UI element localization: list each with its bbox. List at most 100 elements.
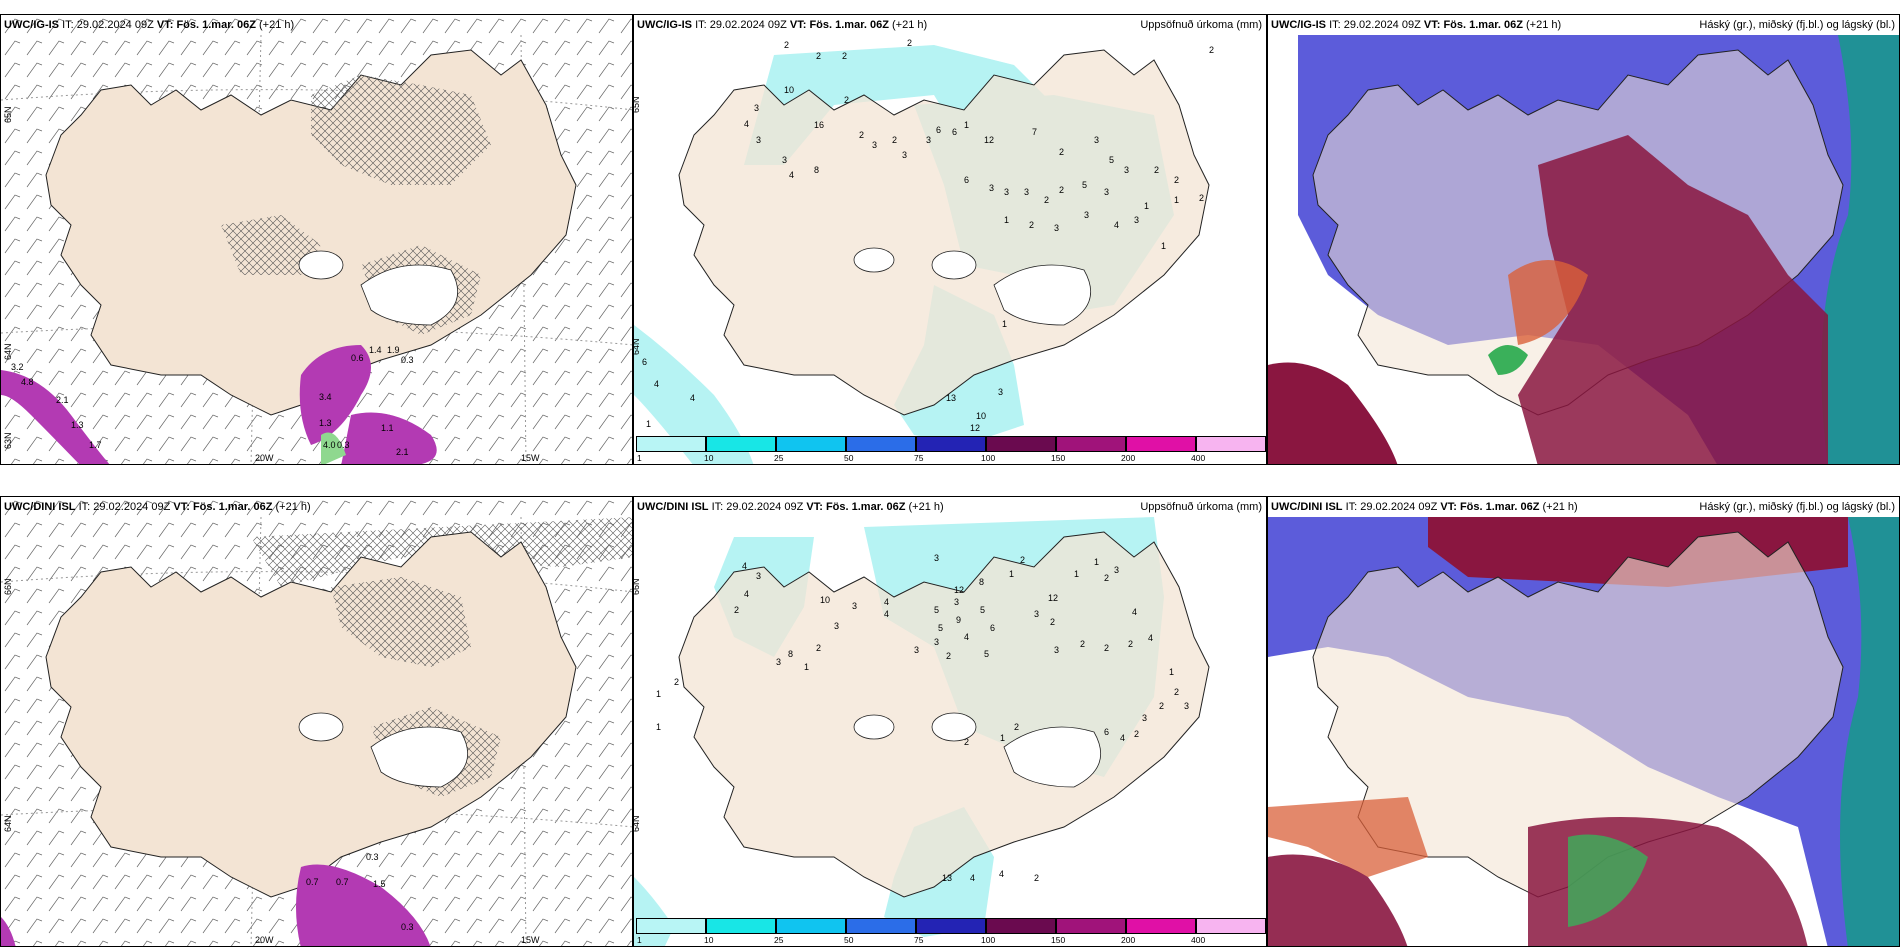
value-label: 5 — [1082, 180, 1088, 190]
value-label: 3 — [1184, 701, 1190, 711]
panel-title: UWC/DINI ISL IT: 29.02.2024 09Z VT: Fös.… — [4, 501, 311, 513]
colorbar-label: 400 — [1191, 453, 1206, 463]
value-label: 3 — [1054, 645, 1060, 655]
value-label: 1 — [1094, 557, 1100, 567]
value-label: 16 — [814, 120, 825, 130]
value-label: 12 — [970, 423, 981, 433]
value-label: 1 — [1144, 201, 1150, 211]
precip-purple — [299, 345, 371, 445]
value-label: 6 — [1104, 727, 1110, 737]
colorbar-label: 100 — [981, 453, 996, 463]
value-label: 4.0 — [323, 440, 336, 450]
value-label: 3 — [1114, 565, 1120, 575]
value-label: 4 — [789, 170, 795, 180]
value-label: 0.7 — [336, 877, 349, 887]
value-label: 1 — [1002, 319, 1008, 329]
value-label: 1 — [1161, 241, 1167, 251]
panel-row1-cloud: UWC/IG-IS IT: 29.02.2024 09Z VT: Fös. 1.… — [1267, 14, 1900, 465]
colorbar-label: 75 — [914, 453, 924, 463]
value-label: 2 — [1050, 617, 1056, 627]
value-label: 3 — [776, 657, 782, 667]
value-label: 1 — [1000, 733, 1006, 743]
lat-label: 65N — [633, 96, 641, 113]
value-label: 4 — [744, 119, 750, 129]
value-label: 1 — [1074, 569, 1080, 579]
lat-label: 63N — [3, 432, 13, 449]
colorbar-swatch — [1056, 918, 1126, 934]
value-label: 1.5 — [373, 879, 386, 889]
value-label: 7 — [1032, 127, 1038, 137]
value-label: 2 — [1128, 639, 1134, 649]
value-label: 1.9 — [387, 345, 400, 355]
value-label: 0.7 — [306, 877, 319, 887]
value-label: 2 — [784, 40, 790, 50]
value-label: 2 — [1154, 165, 1160, 175]
colorbar-label: 25 — [774, 453, 784, 463]
lat-label: 66N — [633, 578, 641, 595]
value-label: 5 — [938, 623, 944, 633]
value-label: 3 — [1054, 223, 1060, 233]
value-label: 1 — [964, 120, 970, 130]
colorbar-label: 150 — [1051, 453, 1066, 463]
value-label: 2 — [816, 643, 822, 653]
value-label: 4 — [999, 869, 1005, 879]
lon-label: 20W — [255, 935, 274, 945]
lat-label: 64N — [633, 815, 641, 832]
value-label: 1.3 — [319, 418, 332, 428]
value-label: 2 — [1014, 722, 1020, 732]
value-label: 2 — [1134, 729, 1140, 739]
value-label: 4 — [690, 393, 696, 403]
lat-label: 65N — [3, 106, 13, 123]
value-label: 4 — [964, 632, 970, 642]
iceland-land — [678, 49, 1210, 416]
value-label: 2 — [859, 130, 865, 140]
value-label: 0.3 — [401, 355, 414, 365]
value-label: 3 — [1034, 609, 1040, 619]
panel-title: UWC/DINI ISL IT: 29.02.2024 09Z VT: Fös.… — [1271, 501, 1578, 513]
colorbar-swatch — [1126, 436, 1196, 452]
panel-title: UWC/IG-IS IT: 29.02.2024 09Z VT: Fös. 1.… — [1271, 19, 1562, 31]
value-label: 12 — [954, 585, 965, 595]
colorbar-label: 50 — [844, 935, 854, 945]
value-label: 1 — [1009, 569, 1015, 579]
value-label: 3 — [756, 571, 762, 581]
value-label: 9 — [956, 615, 962, 625]
value-label: 3 — [934, 637, 940, 647]
value-label: 3 — [1134, 215, 1140, 225]
panel-row2-wind: UWC/DINI ISL IT: 29.02.2024 09Z VT: Fös.… — [0, 496, 633, 947]
value-label: 0.3 — [337, 440, 350, 450]
value-label: 2 — [1174, 687, 1180, 697]
value-label: 2 — [842, 51, 848, 61]
colorbar-swatch — [706, 436, 776, 452]
colorbar-swatch — [916, 918, 986, 934]
colorbar: 1 10 25 50 75 100 150 200 400 — [636, 918, 1266, 945]
value-label: 1.7 — [89, 440, 102, 450]
value-label: 6 — [936, 125, 942, 135]
value-label: 3 — [852, 601, 858, 611]
colorbar-swatch — [706, 918, 776, 934]
value-label: 2 — [1044, 195, 1050, 205]
value-label: 1 — [1004, 215, 1010, 225]
value-label: 3 — [1094, 135, 1100, 145]
panel-row1-precip: UWC/IG-IS IT: 29.02.2024 09Z VT: Fös. 1.… — [633, 14, 1267, 465]
value-label: 3 — [902, 150, 908, 160]
value-label: 3 — [1104, 187, 1110, 197]
lon-label: 15W — [521, 935, 540, 945]
value-label: 4 — [1148, 633, 1154, 643]
value-label: 2 — [1159, 701, 1165, 711]
precip-map — [634, 517, 1210, 946]
cloud-map — [1268, 35, 1899, 464]
value-label: 3 — [926, 135, 932, 145]
value-label: 4 — [744, 589, 750, 599]
value-label: 2 — [1080, 639, 1086, 649]
value-label: 2 — [1020, 555, 1026, 565]
lon-label: 15W — [521, 453, 540, 463]
value-label: 3.4 — [319, 392, 332, 402]
panel-title: UWC/IG-IS IT: 29.02.2024 09Z VT: Fös. 1.… — [4, 19, 295, 31]
value-label: 4 — [884, 609, 890, 619]
value-label: 3 — [834, 621, 840, 631]
value-label: 6 — [642, 357, 648, 367]
value-label: 3 — [914, 645, 920, 655]
cloud-map — [1268, 517, 1899, 946]
value-label: 8 — [814, 165, 820, 175]
